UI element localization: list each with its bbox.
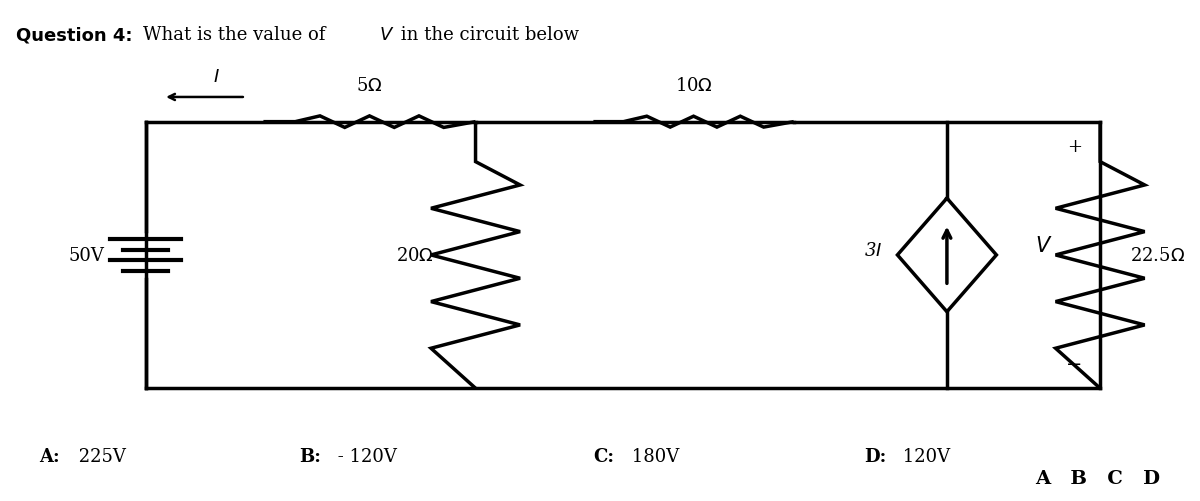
Text: +: + (1067, 138, 1081, 156)
Text: A:: A: (40, 447, 60, 465)
Text: 22.5$\Omega$: 22.5$\Omega$ (1129, 246, 1184, 265)
Text: 180V: 180V (626, 447, 679, 465)
Text: B:: B: (299, 447, 320, 465)
Text: Question 4:: Question 4: (16, 27, 132, 44)
Text: 225V: 225V (72, 447, 125, 465)
Text: 20$\Omega$: 20$\Omega$ (396, 246, 434, 265)
Text: 50V: 50V (68, 246, 104, 265)
Text: What is the value of: What is the value of (143, 27, 331, 44)
Text: D:: D: (864, 447, 887, 465)
Text: A   B   C   D: A B C D (1036, 469, 1160, 487)
Text: $V$: $V$ (379, 27, 395, 44)
Text: - 120V: - 120V (331, 447, 397, 465)
Text: $V$: $V$ (1036, 235, 1052, 256)
Text: $I$: $I$ (212, 68, 220, 86)
Text: −: − (1066, 355, 1082, 373)
Text: 3$I$: 3$I$ (864, 241, 882, 260)
Text: C:: C: (593, 447, 614, 465)
Text: in the circuit below: in the circuit below (396, 27, 580, 44)
Text: 120V: 120V (898, 447, 950, 465)
Text: 5$\Omega$: 5$\Omega$ (356, 77, 383, 95)
Text: 10$\Omega$: 10$\Omega$ (674, 77, 713, 95)
